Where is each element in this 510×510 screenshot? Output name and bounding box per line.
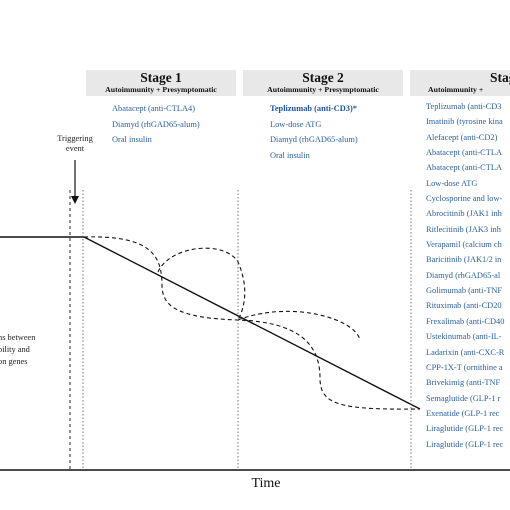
list-item: Alefacept (anti-CD2) bbox=[426, 132, 498, 142]
list-item: Frexalimab (anti-CD40 bbox=[426, 316, 505, 326]
list-item: Liraglutide (GLP-1 rec bbox=[426, 424, 504, 434]
list-item: Ritlecitinib (JAK3 inh bbox=[426, 224, 501, 234]
list-item: Baricitinib (JAK1/2 in bbox=[426, 255, 502, 265]
list-item: Low-dose ATG bbox=[270, 119, 322, 129]
stage1-subtitle: Autoimmunity + Presymptomatic bbox=[105, 85, 217, 94]
stage2-header: Stage 2 Autoimmunity + Presymptomatic bbox=[243, 70, 403, 96]
list-item: Cyclosporine and low- bbox=[426, 194, 503, 204]
dashed-upper-curve-2 bbox=[237, 310, 361, 341]
stage3-subtitle: Autoimmunity + bbox=[428, 85, 484, 94]
list-item: Ustekinumab (anti-IL- bbox=[426, 332, 502, 342]
stage2-subtitle: Autoimmunity + Presymptomatic bbox=[267, 85, 379, 94]
stage3-header: Stag Autoimmunity + bbox=[410, 70, 510, 96]
list-item: Verapamil (calcium ch bbox=[426, 240, 502, 250]
list-item: Rituximab (anti-CD20 bbox=[426, 301, 502, 311]
list-item: CPP-1X-T (ornithine a bbox=[426, 362, 503, 372]
list-item: Low-dose ATG bbox=[426, 178, 478, 188]
list-item: Diamyd (rhGAD65-alum) bbox=[270, 135, 358, 145]
stage2-title: Stage 2 bbox=[302, 70, 344, 85]
list-item: Brivekimig (anti-TNF bbox=[426, 378, 501, 388]
left-label-line3: on genes bbox=[0, 357, 28, 366]
stage1-title: Stage 1 bbox=[140, 70, 182, 85]
x-axis-label: Time bbox=[251, 476, 281, 491]
list-item: Ladarixin (anti-CXC-R bbox=[426, 347, 505, 357]
list-item: Diamyd (rhGAD65-alum) bbox=[112, 119, 200, 129]
list-item: Oral insulin bbox=[270, 150, 310, 160]
triggering-event-label: Triggering event bbox=[40, 134, 110, 154]
list-item: Imatinib (tyrosine kina bbox=[426, 117, 503, 127]
list-item: Golimumab (anti-TNF bbox=[426, 286, 503, 296]
stage3-drug-list: Teplizumab (anti-CD3 Imatinib (tyrosine … bbox=[426, 99, 510, 452]
left-label-line2: bility and bbox=[0, 345, 30, 354]
list-item: Teplizumab (anti-CD3)* bbox=[270, 104, 357, 113]
stage2-drug-list: Teplizumab (anti-CD3)* Low-dose ATG Diam… bbox=[270, 101, 358, 163]
stage3-title: Stag bbox=[490, 70, 510, 85]
dashed-upper-curve bbox=[157, 247, 246, 321]
list-item: Oral insulin bbox=[112, 135, 152, 145]
trigger-arrow-head bbox=[71, 196, 79, 204]
list-item: Diamyd (rhGAD65-al bbox=[426, 270, 501, 280]
stage1-drug-list: Abatacept (anti-CTLA4) Diamyd (rhGAD65-a… bbox=[112, 101, 200, 148]
trigger-label-line2: event bbox=[65, 144, 85, 153]
list-item: Teplizumab (anti-CD3 bbox=[426, 102, 502, 111]
list-item: Exenatide (GLP-1 rec bbox=[426, 408, 500, 418]
list-item: Abatacept (anti-CTLA bbox=[426, 148, 503, 158]
list-item: Abrocitinib (JAK1 inh bbox=[426, 209, 502, 219]
stage1-header: Stage 1 Autoimmunity + Presymptomatic bbox=[86, 70, 236, 96]
list-item: Liraglutide (GLP-1 rec bbox=[426, 439, 504, 449]
list-item: Semaglutide (GLP-1 r bbox=[426, 393, 501, 403]
beta-cell-decline-line bbox=[83, 236, 421, 410]
left-label-line1: ns between bbox=[0, 333, 36, 342]
list-item: Abatacept (anti-CTLA4) bbox=[112, 104, 196, 113]
trigger-label-line1: Triggering bbox=[57, 134, 93, 143]
list-item: Abatacept (anti-CTLA bbox=[426, 163, 503, 173]
